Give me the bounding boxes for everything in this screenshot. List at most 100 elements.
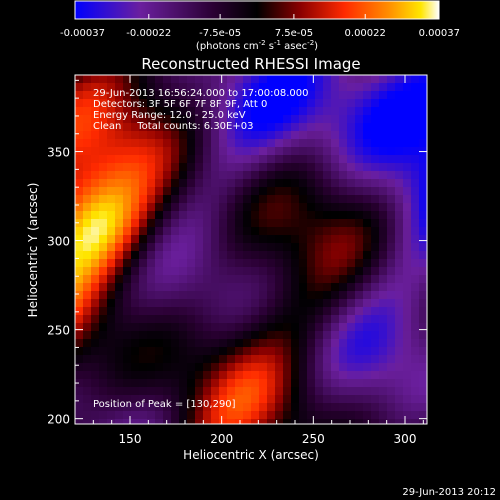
heatmap-cell	[131, 243, 140, 252]
heatmap-cell	[315, 243, 324, 252]
heatmap-cell	[195, 331, 204, 340]
heatmap-cell	[331, 395, 340, 404]
heatmap-cell	[395, 363, 404, 372]
heatmap-cell	[203, 107, 212, 116]
heatmap-cell	[115, 291, 124, 300]
heatmap-cell	[171, 171, 180, 180]
heatmap-cell	[379, 155, 388, 164]
heatmap-cell	[339, 155, 348, 164]
heatmap-cell	[395, 395, 404, 404]
heatmap-cell	[339, 379, 348, 388]
heatmap-cell	[283, 115, 292, 124]
heatmap-cell	[83, 419, 92, 424]
heatmap-cell	[347, 163, 356, 172]
heatmap-cell	[339, 187, 348, 196]
heatmap-cell	[115, 219, 124, 228]
heatmap-cell	[251, 387, 260, 396]
heatmap-cell	[387, 387, 396, 396]
heatmap-cell	[371, 179, 380, 188]
heatmap-cell	[171, 243, 180, 252]
heatmap-cell	[91, 179, 100, 188]
heatmap-cell	[187, 379, 196, 388]
heatmap-cell	[291, 395, 300, 404]
heatmap-cell	[347, 211, 356, 220]
heatmap-cell	[355, 195, 364, 204]
heatmap-cell	[267, 339, 276, 348]
heatmap-cell	[379, 339, 388, 348]
heatmap-cell	[419, 187, 427, 196]
heatmap-cell	[395, 179, 404, 188]
heatmap-cell	[267, 267, 276, 276]
heatmap-cell	[403, 403, 412, 412]
heatmap-cell	[315, 275, 324, 284]
heatmap-cell	[331, 227, 340, 236]
heatmap-cell	[283, 131, 292, 140]
heatmap-cell	[339, 171, 348, 180]
heatmap-cell	[195, 179, 204, 188]
heatmap-cell	[123, 107, 132, 116]
heatmap-cell	[83, 83, 92, 92]
heatmap-cell	[107, 323, 116, 332]
heatmap-cell	[115, 307, 124, 316]
heatmap-cell	[163, 115, 172, 124]
heatmap-cell	[243, 363, 252, 372]
heatmap-cell	[139, 339, 148, 348]
heatmap-cell	[131, 299, 140, 308]
heatmap-cell	[203, 419, 212, 424]
heatmap-cell	[355, 115, 364, 124]
heatmap-cell	[235, 235, 244, 244]
heatmap-cell	[291, 379, 300, 388]
heatmap-cell	[235, 355, 244, 364]
heatmap-cell	[291, 347, 300, 356]
heatmap-cell	[259, 331, 268, 340]
heatmap-cell	[411, 203, 420, 212]
heatmap-cell	[307, 387, 316, 396]
heatmap-cell	[275, 99, 284, 108]
heatmap-cell	[251, 91, 260, 100]
heatmap-cell	[403, 291, 412, 300]
heatmap-cell	[363, 395, 372, 404]
heatmap-cell	[355, 163, 364, 172]
heatmap-cell	[299, 411, 308, 420]
heatmap-cell	[291, 195, 300, 204]
heatmap-cell	[379, 403, 388, 412]
heatmap-cell	[363, 99, 372, 108]
heatmap-cell	[219, 267, 228, 276]
heatmap-cell	[131, 339, 140, 348]
heatmap-cell	[251, 379, 260, 388]
heatmap-cell	[283, 339, 292, 348]
heatmap-cell	[123, 75, 132, 84]
heatmap-cell	[299, 203, 308, 212]
heatmap-cell	[131, 291, 140, 300]
heatmap-cell	[259, 379, 268, 388]
heatmap-cell	[115, 75, 124, 84]
heatmap-cell	[283, 283, 292, 292]
heatmap-cell	[275, 139, 284, 148]
heatmap-cell	[219, 155, 228, 164]
heatmap-cell	[363, 315, 372, 324]
heatmap-cell	[155, 299, 164, 308]
heatmap-cell	[363, 331, 372, 340]
heatmap-cell	[195, 267, 204, 276]
heatmap-cell	[227, 379, 236, 388]
heatmap-cell	[291, 243, 300, 252]
heatmap-cell	[123, 171, 132, 180]
heatmap-cell	[283, 299, 292, 308]
heatmap-cell	[419, 339, 427, 348]
heatmap-cell	[139, 243, 148, 252]
y-tick-label: 200	[47, 413, 70, 427]
heatmap-cell	[275, 187, 284, 196]
heatmap-cell	[107, 187, 116, 196]
heatmap-cell	[395, 123, 404, 132]
heatmap-cell	[163, 171, 172, 180]
heatmap-cell	[315, 259, 324, 268]
heatmap-cell	[131, 307, 140, 316]
heatmap-cell	[99, 379, 108, 388]
heatmap-cell	[123, 339, 132, 348]
heatmap-cell	[211, 395, 220, 404]
heatmap-cell	[171, 75, 180, 84]
heatmap-cell	[235, 323, 244, 332]
heatmap-cell	[299, 403, 308, 412]
heatmap-cell	[323, 291, 332, 300]
heatmap-cell	[123, 371, 132, 380]
